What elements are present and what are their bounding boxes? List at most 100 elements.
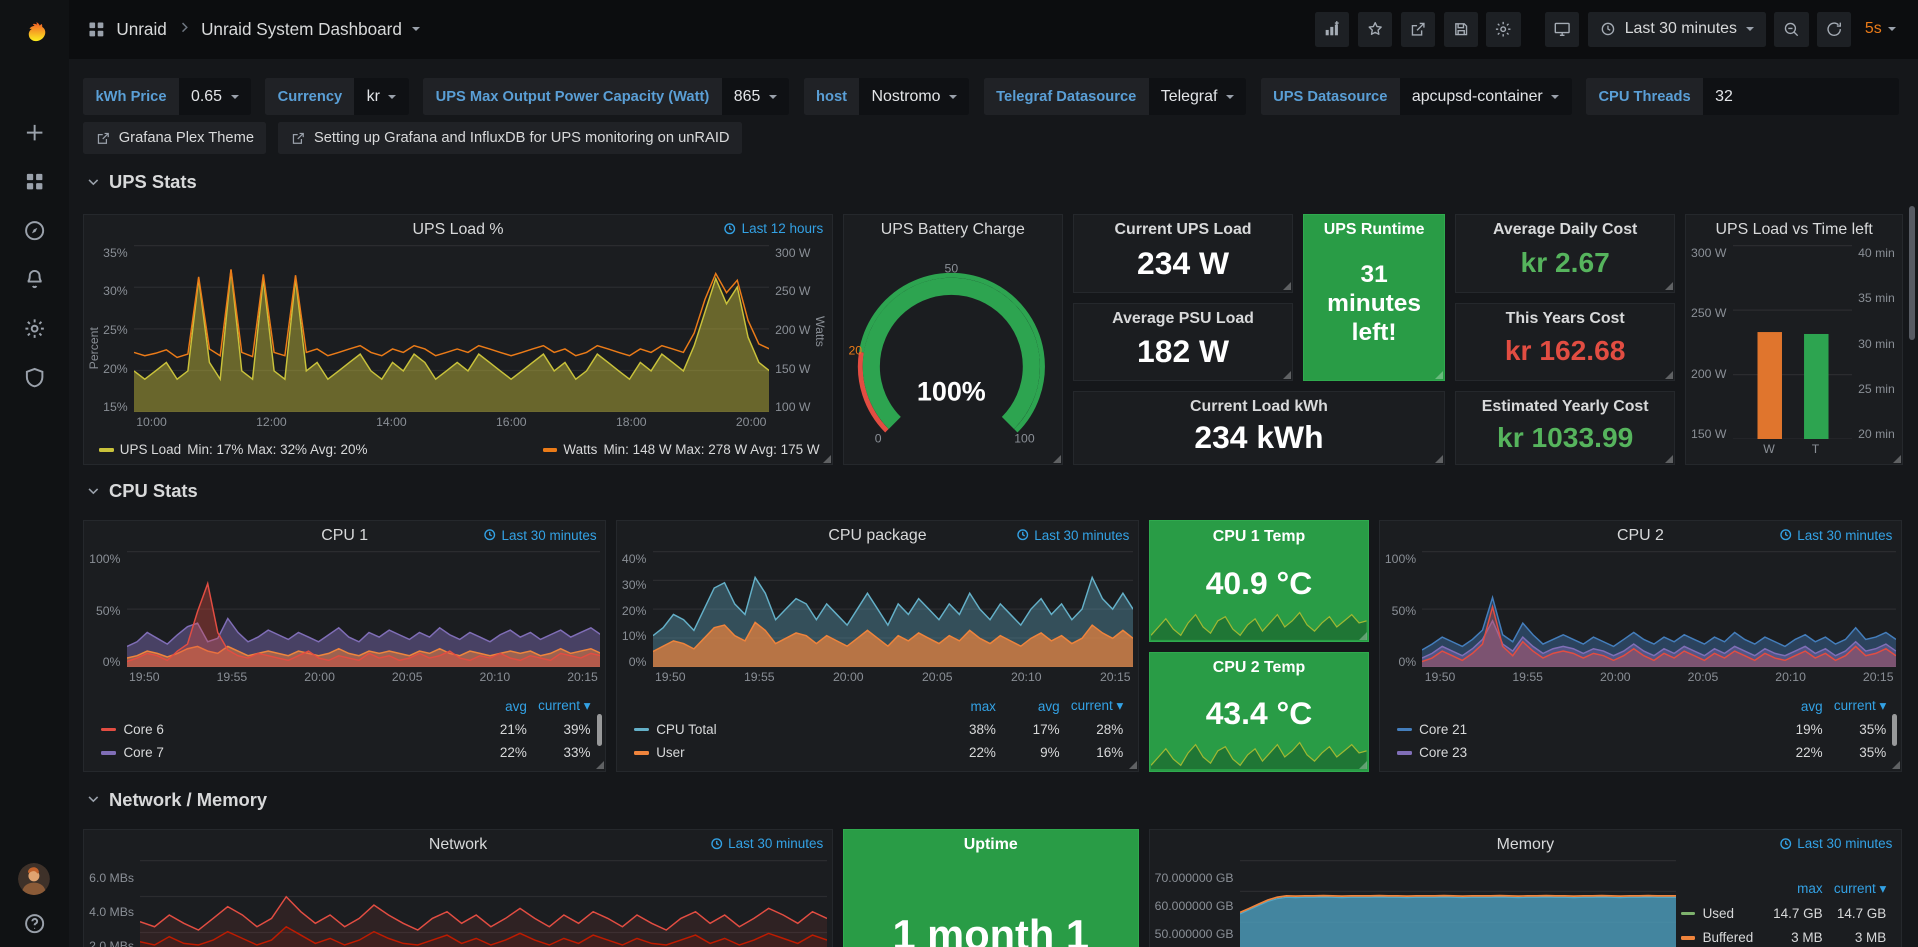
memory-chart[interactable] — [1239, 859, 1676, 947]
panel-title[interactable]: CPU 2 — [1617, 527, 1664, 545]
link-ups-monitoring-guide[interactable]: Setting up Grafana and InfluxDB for UPS … — [278, 122, 742, 155]
zoom-out-button[interactable] — [1774, 12, 1809, 47]
panel-title[interactable]: Current UPS Load — [1114, 221, 1252, 239]
panel-estimated-yearly-cost: Estimated Yearly Cost kr 1033.99 — [1454, 390, 1676, 466]
section-ups-stats[interactable]: UPS Stats — [86, 171, 197, 193]
time-override-badge: Last 30 minutes — [1779, 836, 1892, 851]
series-name: UPS Load — [119, 442, 182, 458]
user-avatar[interactable] — [18, 863, 51, 896]
ups-bar-chart[interactable] — [1732, 244, 1852, 440]
sidebar-item-server-admin[interactable] — [0, 353, 69, 402]
panel-title[interactable]: Memory — [1496, 836, 1555, 854]
cpu2-chart[interactable] — [1422, 550, 1897, 668]
panel-cpu2-graph: CPU 2 Last 30 minutes 100% 50% 0% 19:50 19:… — [1379, 520, 1902, 772]
variable-value[interactable]: 865 — [721, 78, 790, 116]
help-button[interactable] — [0, 908, 69, 940]
variable-value[interactable]: 0.65 — [178, 78, 251, 116]
breadcrumb-app[interactable]: Unraid — [116, 18, 167, 39]
dashboard-settings-button[interactable] — [1486, 12, 1521, 47]
sidebar-item-configuration[interactable] — [0, 304, 69, 353]
legend[interactable]: UPS Load Min: 17% Max: 32% Avg: 20% Watt… — [84, 437, 832, 464]
panel-title[interactable]: Uptime — [963, 836, 1018, 854]
legend-table[interactable]: avg current ▾ Core 6 21% 39% Core 7 22% 33% — [84, 692, 605, 770]
refresh-button[interactable] — [1817, 12, 1852, 47]
cpu1-chart[interactable] — [126, 550, 601, 668]
variable-value[interactable]: apcupsd-container — [1399, 78, 1572, 116]
section-cpu-stats[interactable]: CPU Stats — [86, 480, 198, 502]
clock-icon — [1601, 23, 1615, 36]
legend-table[interactable]: max current ▾ Used 14.7 GB 14.7 GB Buffered 3 … — [1676, 860, 1896, 947]
y-axis-left: 70.000000 GB 60.000000 GB 50.000000 GB — [1154, 870, 1234, 941]
panel-network-graph: Network Last 30 minutes 6.0 MBs 4.0 MBs 2.… — [83, 829, 833, 947]
caret-down-icon[interactable] — [411, 27, 420, 32]
x-axis: 19:50 19:55 20:00 20:05 20:10 20:15 — [654, 670, 1131, 685]
stat-value: 234 kWh — [1194, 419, 1324, 456]
tv-mode-button[interactable] — [1545, 12, 1580, 47]
panel-title[interactable]: UPS Battery Charge — [880, 221, 1025, 239]
sidebar-item-explore[interactable] — [0, 206, 69, 255]
network-chart[interactable] — [140, 859, 827, 947]
cpu-package-chart[interactable] — [652, 550, 1134, 668]
panel-title[interactable]: Average PSU Load — [1112, 309, 1254, 327]
time-range-picker[interactable]: Last 30 minutes — [1587, 12, 1766, 47]
panel-ups-battery-charge: UPS Battery Charge 0 20 50 100 100% — [842, 214, 1064, 466]
legend-table[interactable]: avg current ▾ Core 21 19% 35% Core 23 22% 35% — [1380, 692, 1901, 770]
panel-title[interactable]: UPS Load % — [412, 221, 504, 239]
section-network-memory[interactable]: Network / Memory — [86, 789, 267, 811]
refresh-interval-label: 5s — [1864, 20, 1882, 38]
variable-host: host Nostromo — [803, 78, 970, 116]
time-override-badge: Last 12 hours — [723, 221, 823, 236]
sidebar-item-dashboards[interactable] — [0, 157, 69, 206]
clock-icon — [711, 838, 722, 850]
panel-title[interactable]: CPU 1 — [321, 527, 369, 545]
legend-item-watts[interactable]: Watts Min: 148 W Max: 278 W Avg: 175 W — [542, 442, 820, 458]
panel-title[interactable]: Current Load kWh — [1190, 397, 1328, 415]
section-title: CPU Stats — [108, 480, 198, 502]
panel-title[interactable]: This Years Cost — [1505, 309, 1625, 327]
grafana-logo[interactable] — [0, 0, 69, 64]
panel-title[interactable]: CPU package — [828, 527, 927, 545]
question-circle-icon — [24, 913, 44, 933]
panel-title[interactable]: CPU 1 Temp — [1212, 527, 1306, 545]
panel-title[interactable]: CPU 2 Temp — [1212, 658, 1306, 676]
panel-title[interactable]: Network — [428, 836, 488, 854]
panel-title[interactable]: UPS Runtime — [1323, 221, 1425, 239]
variable-value[interactable]: Nostromo — [859, 78, 970, 116]
caret-down-icon — [1887, 27, 1896, 32]
shield-icon — [25, 367, 44, 387]
cpu1-temp-sparkline — [1150, 608, 1367, 640]
link-label: Grafana Plex Theme — [118, 130, 254, 147]
x-axis: 19:50 19:55 20:00 20:05 20:10 20:15 — [1424, 670, 1894, 685]
legend-item-ups-load[interactable]: UPS Load Min: 17% Max: 32% Avg: 20% — [98, 442, 367, 458]
save-button[interactable] — [1443, 12, 1478, 47]
series-stats: Min: 148 W Max: 278 W Avg: 175 W — [603, 442, 820, 458]
panel-memory-graph: Memory Last 30 minutes 70.000000 GB 60.00… — [1148, 829, 1902, 947]
battery-gauge[interactable]: 0 20 50 100 100% — [846, 245, 1057, 462]
panel-title[interactable]: UPS Load vs Time left — [1715, 221, 1873, 239]
sidebar-item-alerting[interactable] — [0, 255, 69, 304]
panel-current-load-kwh: Current Load kWh 234 kWh — [1072, 390, 1446, 466]
add-panel-icon — [1325, 21, 1339, 36]
legend-scrollbar[interactable] — [1892, 714, 1898, 747]
page-scrollbar[interactable] — [1909, 205, 1916, 341]
link-grafana-plex-theme[interactable]: Grafana Plex Theme — [83, 122, 267, 155]
legend-table[interactable]: max avg current ▾ CPU Total 38% 17% 28% User 22%… — [617, 692, 1138, 770]
ups-load-chart[interactable] — [133, 244, 769, 413]
add-panel-button[interactable] — [1315, 12, 1350, 47]
panel-title[interactable]: Average Daily Cost — [1492, 221, 1638, 239]
variable-value[interactable]: Telegraf — [1148, 78, 1247, 116]
legend-scrollbar[interactable] — [596, 714, 602, 747]
variable-value[interactable]: kr — [354, 78, 409, 116]
sidebar-item-create[interactable] — [0, 108, 69, 157]
dashboard-title[interactable]: Unraid System Dashboard — [201, 18, 402, 39]
share-button[interactable] — [1400, 12, 1435, 47]
cpu-threads-input[interactable]: 32 — [1702, 78, 1899, 116]
time-override-badge: Last 30 minutes — [710, 836, 823, 851]
refresh-interval-dropdown[interactable]: 5s — [1860, 20, 1901, 38]
variable-label: Telegraf Datasource — [983, 78, 1149, 116]
star-button[interactable] — [1357, 12, 1393, 47]
variable-label: UPS Datasource — [1260, 78, 1400, 116]
stat-value: 31 minutes left! — [1327, 261, 1422, 347]
panel-title[interactable]: Estimated Yearly Cost — [1481, 397, 1649, 415]
